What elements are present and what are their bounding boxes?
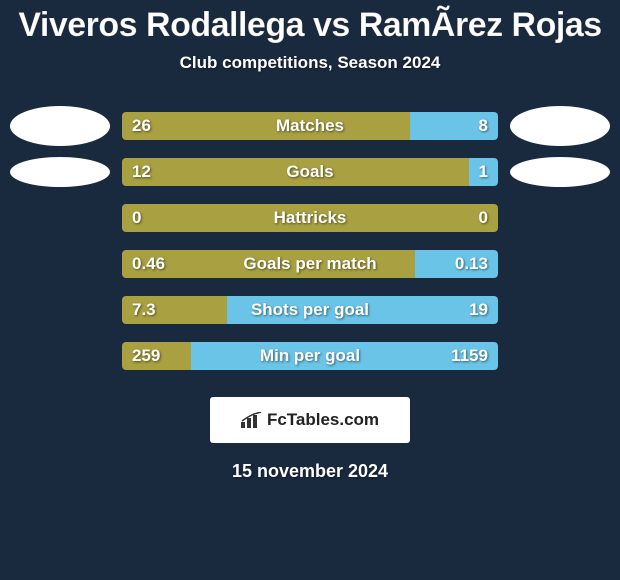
- stat-bar: 121Goals: [122, 158, 498, 186]
- bar-right: [227, 296, 498, 324]
- bar-left: [122, 250, 415, 278]
- stat-rows: 268Matches 121Goals 00Hattricks 0.460.13Goa…: [0, 103, 620, 379]
- bar-left: [122, 158, 469, 186]
- bar-right: [469, 158, 498, 186]
- stat-row: 268Matches: [0, 103, 620, 149]
- stat-row: 2591159Min per goal: [0, 333, 620, 379]
- stat-bar: 7.319Shots per goal: [122, 296, 498, 324]
- stat-row: 7.319Shots per goal: [0, 287, 620, 333]
- bar-left: [122, 112, 410, 140]
- logo-box[interactable]: FcTables.com: [210, 397, 410, 443]
- chart-icon: [241, 412, 263, 428]
- player-avatar-right: [510, 106, 610, 146]
- stat-bar: 0.460.13Goals per match: [122, 250, 498, 278]
- stat-row: 00Hattricks: [0, 195, 620, 241]
- stat-bar: 268Matches: [122, 112, 498, 140]
- stat-row: 0.460.13Goals per match: [0, 241, 620, 287]
- page-title: Viveros Rodallega vs RamÃ­rez Rojas: [0, 0, 620, 45]
- stat-row: 121Goals: [0, 149, 620, 195]
- logo-label: FcTables.com: [267, 410, 379, 430]
- bar-right: [415, 250, 498, 278]
- bar-left: [122, 342, 191, 370]
- player-avatar-left: [10, 157, 110, 187]
- stat-bar: 2591159Min per goal: [122, 342, 498, 370]
- bar-right: [410, 112, 498, 140]
- date-stamp: 15 november 2024: [0, 461, 620, 482]
- bar-left: [122, 296, 227, 324]
- comparison-card: Viveros Rodallega vs RamÃ­rez Rojas Club…: [0, 0, 620, 580]
- stat-bar: 00Hattricks: [122, 204, 498, 232]
- subtitle: Club competitions, Season 2024: [0, 53, 620, 73]
- player-avatar-right: [510, 157, 610, 187]
- bar-neutral: [122, 204, 498, 232]
- player-avatar-left: [10, 106, 110, 146]
- bar-right: [191, 342, 498, 370]
- logo-text: FcTables.com: [241, 410, 379, 430]
